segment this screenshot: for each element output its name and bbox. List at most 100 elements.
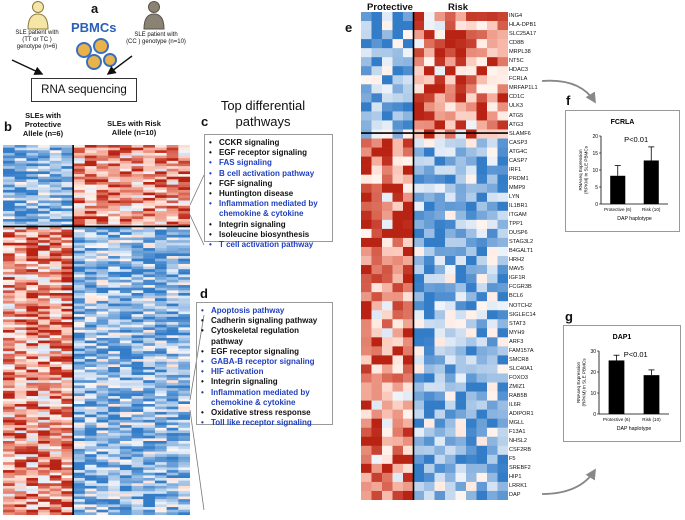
- gene-label: ZMIZ1: [509, 383, 526, 390]
- gene-label: MAV5: [509, 266, 524, 273]
- heatmap-cell: [3, 314, 15, 318]
- heatmap-cell: [73, 401, 86, 405]
- heatmap-cell: [26, 361, 39, 365]
- heatmap-cell: [154, 184, 167, 188]
- heatmap-cell: [26, 332, 39, 336]
- heatmap-cell: [154, 478, 167, 481]
- heatmap-cell: [476, 355, 488, 365]
- heatmap-cell: [119, 269, 132, 273]
- heatmap-cell: [96, 343, 109, 347]
- heatmap-cell: [96, 353, 109, 357]
- heatmap-cell: [73, 409, 86, 413]
- heatmap-cell: [3, 290, 15, 294]
- heatmap-cell: [38, 287, 51, 291]
- heatmap-cell: [14, 361, 27, 365]
- heatmap-cell: [73, 166, 86, 170]
- heatmap-cell: [178, 285, 190, 289]
- p-value-annotation: P<0.01: [624, 350, 648, 359]
- heatmap-cell: [371, 120, 383, 130]
- heatmap-cell: [3, 166, 15, 170]
- pathway-item: Toll like receptor signaling: [201, 418, 332, 428]
- heatmap-cell: [119, 475, 132, 479]
- heatmap-cell: [84, 263, 97, 267]
- heatmap-cell: [382, 292, 393, 302]
- heatmap-cell: [108, 485, 121, 489]
- heatmap-cell: [38, 430, 51, 434]
- heatmap-cell: [49, 483, 62, 487]
- heatmap-cell: [131, 372, 144, 376]
- heatmap-cell: [361, 436, 372, 447]
- heatmap-cell: [26, 189, 39, 193]
- heatmap-cell: [154, 446, 167, 450]
- heatmap-cell: [166, 493, 179, 497]
- heatmap-cell: [38, 427, 51, 431]
- pathway-item: Inflammation mediated by: [209, 199, 332, 209]
- heatmap-cell: [96, 327, 109, 331]
- heatmap-cell: [73, 253, 86, 257]
- heatmap-cell: [49, 166, 62, 170]
- heatmap-cell: [14, 298, 27, 302]
- heatmap-cell: [154, 369, 167, 373]
- heatmap-cell: [61, 311, 74, 315]
- heatmap-cell: [413, 174, 425, 185]
- heatmap-cell: [26, 303, 39, 307]
- heatmap-cell: [497, 138, 508, 148]
- heatmap-cell: [73, 340, 86, 344]
- heatmap-cell: [143, 221, 156, 225]
- heatmap-cell: [108, 211, 121, 215]
- heatmap-cell: [14, 499, 27, 503]
- heatmap-cell: [131, 290, 144, 294]
- heatmap-cell: [96, 427, 109, 431]
- heatmap-cell: [143, 240, 156, 244]
- x-axis-label: DAP haplotype: [617, 426, 652, 432]
- heatmap-cell: [38, 197, 51, 201]
- heatmap-cell: [371, 373, 383, 383]
- heatmap-cell: [84, 390, 97, 394]
- heatmap-cell: [26, 324, 39, 328]
- heatmap-cell: [413, 409, 425, 419]
- heatmap-cell: [3, 340, 15, 344]
- heatmap-cell: [96, 446, 109, 450]
- heatmap-cell: [424, 237, 435, 248]
- heatmap-cell: [487, 237, 498, 248]
- heatmap-cell: [14, 187, 27, 191]
- heatmap-cell: [73, 298, 86, 302]
- heatmap-cell: [96, 337, 109, 341]
- heatmap-cell: [108, 390, 121, 394]
- heatmap-cell: [14, 456, 27, 460]
- heatmap-cell: [49, 203, 62, 207]
- heatmap-cell: [3, 390, 15, 394]
- heatmap-cell: [455, 57, 467, 67]
- heatmap-cell: [108, 213, 121, 217]
- heatmap-cell: [166, 282, 179, 286]
- heatmap-cell: [3, 293, 15, 296]
- heatmap-cell: [455, 21, 467, 31]
- heatmap-cell: [143, 269, 156, 273]
- heatmap-cell: [119, 189, 132, 193]
- heatmap-cell: [178, 409, 190, 413]
- heatmap-cell: [49, 314, 62, 318]
- heatmap-cell: [371, 382, 383, 392]
- heatmap-cell: [131, 491, 144, 495]
- heatmap-cell: [476, 156, 488, 166]
- heatmap-cell: [166, 467, 179, 471]
- heatmap-cell: [166, 470, 179, 474]
- heatmap-cell: [131, 377, 144, 381]
- heatmap-cell: [476, 30, 488, 40]
- heatmap-cell: [119, 163, 132, 167]
- heatmap-cell: [73, 417, 86, 421]
- heatmap-cell: [143, 158, 156, 162]
- heatmap-cell: [26, 269, 39, 273]
- heatmap-cell: [403, 120, 414, 130]
- heatmap-cell: [49, 456, 62, 460]
- heatmap-cell: [119, 176, 132, 180]
- heatmap-cell: [154, 160, 167, 164]
- heatmap-cell: [96, 300, 109, 304]
- heatmap-cell: [178, 316, 190, 320]
- heatmap-cell: [14, 219, 27, 222]
- heatmap-cell: [424, 147, 435, 157]
- heatmap-cell: [455, 129, 467, 139]
- heatmap-cell: [154, 266, 167, 270]
- heatmap-cell: [403, 463, 414, 474]
- heatmap-cell: [26, 245, 39, 249]
